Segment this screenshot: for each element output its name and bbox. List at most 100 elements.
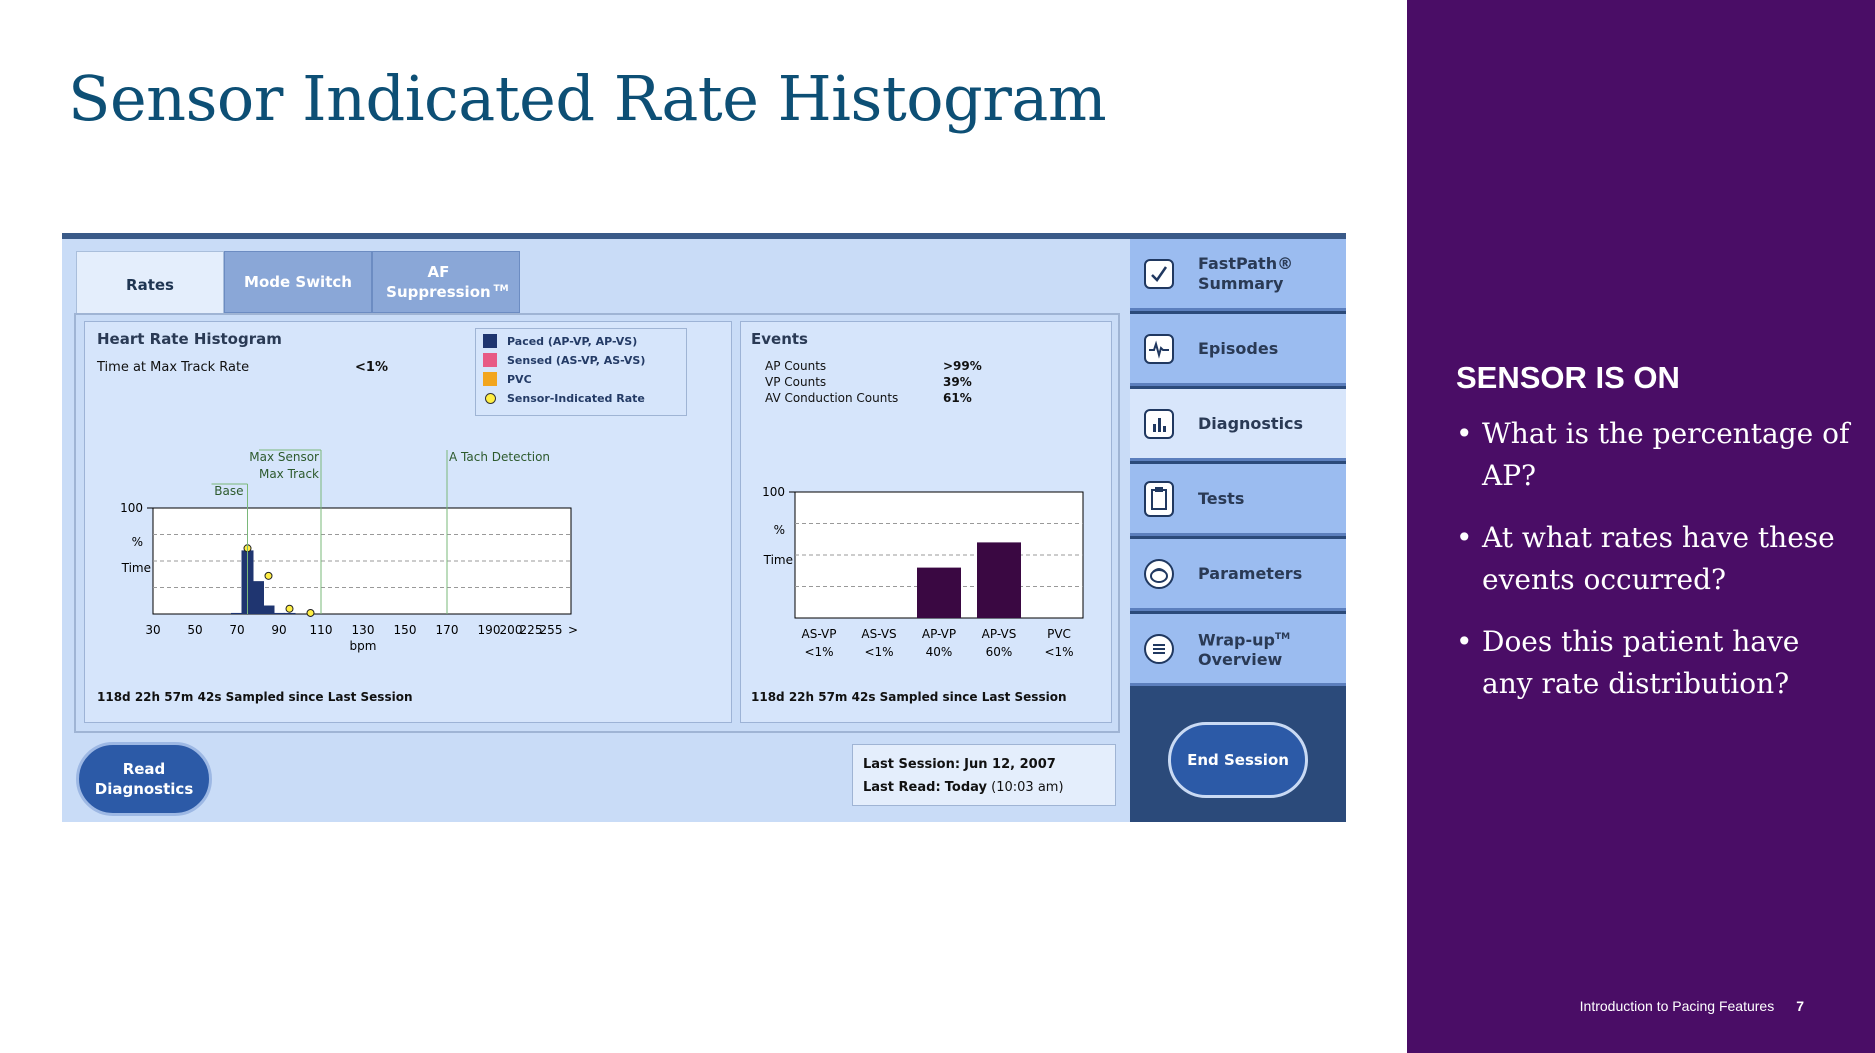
histogram-bar: [252, 581, 264, 614]
x-tick-label: 150: [394, 623, 417, 637]
category-label: AS-VS: [861, 627, 896, 641]
histogram-sampled-text: 118d 22h 57m 42s Sampled since Last Sess…: [97, 690, 413, 704]
histogram-panel: Heart Rate Histogram Time at Max Track R…: [84, 321, 732, 723]
legend-swatch: [483, 372, 497, 386]
legend-swatch: [483, 353, 497, 367]
last-session-label: Last Session:: [863, 757, 961, 772]
events-chart: 100% Time AS-VP <1% AS-VS <1% AP-VP 40% AP-VS 60%…: [762, 485, 1084, 659]
histogram-legend: Paced (AP-VP, AP-VS) Sensed (AS-VP, AS-V…: [475, 328, 687, 416]
nav-wrapup-overview[interactable]: Wrap-upTM Overview: [1130, 614, 1346, 686]
x-tick-label: 70: [229, 623, 244, 637]
legend-item: Sensed (AS-VP, AS-VS): [483, 353, 645, 367]
content-area: Heart Rate Histogram Time at Max Track R…: [74, 313, 1120, 733]
events-values: >99% 39% 61%: [943, 358, 982, 406]
last-read-time: (10:03 am): [991, 780, 1064, 795]
sensor-rate-point: [306, 608, 315, 617]
events-row: AP Counts VP Counts AV Conduction Counts: [765, 358, 898, 406]
y-axis-label: Time: [763, 553, 793, 567]
histogram-bar: [231, 612, 243, 614]
x-tick-label: 170: [436, 623, 459, 637]
device-nav: FastPath® Summary Episodes Diagnostics Te…: [1130, 239, 1346, 822]
x-tick-label: 190: [478, 623, 501, 637]
nav-label-line2: Overview: [1198, 650, 1283, 670]
marker-label: Max Sensor: [249, 450, 319, 464]
category-value-label: 60%: [986, 645, 1013, 659]
nav-tests[interactable]: Tests: [1130, 464, 1346, 536]
bar-chart-icon: [1144, 408, 1174, 439]
events-row-label: VP Counts: [765, 375, 827, 389]
marker-label: A Tach Detection: [449, 450, 550, 464]
slide-title: Sensor Indicated Rate Histogram: [68, 62, 1107, 135]
events-row-value: 39%: [943, 375, 972, 389]
slide-sidebar: SENSOR IS ON • What is the percentage of …: [1407, 0, 1875, 1053]
legend-circle-marker: [485, 393, 496, 404]
legend-item: Sensor-Indicated Rate: [483, 392, 645, 405]
page-number: 7: [1796, 998, 1804, 1014]
events-row-label: AV Conduction Counts: [765, 391, 899, 405]
marker-label: Base: [214, 484, 243, 498]
question-text: What is the percentage of AP?: [1482, 417, 1850, 492]
question-list: • What is the percentage of AP? • At what …: [1456, 413, 1856, 725]
nav-parameters[interactable]: Parameters: [1130, 539, 1346, 611]
tab-mode-switch[interactable]: Mode Switch: [224, 251, 372, 313]
y-tick-label: 100: [762, 485, 785, 499]
category-value-label: <1%: [804, 645, 833, 659]
events-title: Events: [751, 330, 808, 348]
legend-item: Paced (AP-VP, AP-VS): [483, 334, 637, 348]
events-bar: [917, 567, 961, 618]
legend-item: PVC: [483, 372, 532, 386]
category-label: AP-VP: [922, 627, 956, 641]
sensor-rate-point: [264, 571, 273, 580]
x-tick-label: 110: [310, 623, 333, 637]
sensor-rate-point: [285, 604, 294, 613]
x-axis-label: bpm: [350, 639, 377, 653]
nav-label: FastPath®: [1198, 253, 1294, 273]
x-tick-label: 255: [540, 623, 563, 637]
marker-label: Max Track: [259, 467, 319, 481]
slide-footer: Introduction to Pacing Features 7: [1580, 998, 1804, 1014]
last-read-value: Today: [944, 780, 988, 795]
events-row-label: AP Counts: [765, 359, 827, 373]
device-icon: [1144, 558, 1174, 589]
y-axis-label: %: [132, 535, 143, 549]
checkmark-icon: [1144, 258, 1174, 289]
bullet: •: [1456, 625, 1473, 658]
sidebar-heading: SENSOR IS ON: [1456, 360, 1680, 395]
question-text: Does this patient have any rate distribu…: [1482, 625, 1800, 700]
last-read-label: Last Read:: [863, 780, 941, 795]
histogram-bar: [283, 612, 296, 614]
nav-label: Diagnostics: [1198, 413, 1304, 433]
category-value-label: <1%: [1044, 645, 1073, 659]
legend-label: Paced (AP-VP, AP-VS): [507, 334, 638, 348]
nav-label: Wrap-up: [1198, 630, 1275, 650]
ecg-waveform-icon: [1144, 333, 1174, 364]
tab-rates[interactable]: Rates: [76, 251, 224, 317]
events-panel: Events AP Counts VP Counts AV Conduction…: [740, 321, 1112, 723]
read-diagnostics-button[interactable]: Read Diagnostics: [76, 742, 212, 816]
legend-label: PVC: [507, 372, 532, 386]
histogram-bar: [273, 612, 285, 614]
nav-fastpath-summary[interactable]: FastPath® Summary: [1130, 239, 1346, 311]
x-tick-label: >: [568, 623, 578, 637]
nav-episodes[interactable]: Episodes: [1130, 314, 1346, 386]
nav-diagnostics[interactable]: Diagnostics: [1130, 389, 1346, 461]
events-bar: [977, 542, 1021, 618]
question-item: • What is the percentage of AP?: [1456, 413, 1856, 497]
bullet: •: [1456, 521, 1473, 554]
footer-text: Introduction to Pacing Features: [1579, 998, 1775, 1014]
end-session-button[interactable]: End Session: [1168, 722, 1308, 798]
bullet: •: [1456, 417, 1473, 450]
events-row-value: 61%: [943, 391, 972, 405]
max-track-value: <1%: [355, 360, 388, 375]
category-label: AS-VP: [802, 627, 837, 641]
events-sampled-text: 118d 22h 57m 42s Sampled since Last Sess…: [751, 690, 1067, 704]
tab-af-trademark: TM: [493, 284, 509, 294]
nav-label-line2: Summary: [1198, 273, 1284, 293]
clipboard-icon: [1144, 480, 1174, 517]
category-label: AP-VS: [982, 627, 1017, 641]
nav-trademark: TM: [1275, 631, 1291, 642]
tab-af-suppression[interactable]: AF Suppression TM: [372, 251, 520, 313]
histogram-plot-area: [152, 507, 572, 615]
x-tick-label: 130: [352, 623, 375, 637]
legend-label: Sensor-Indicated Rate: [507, 392, 645, 405]
